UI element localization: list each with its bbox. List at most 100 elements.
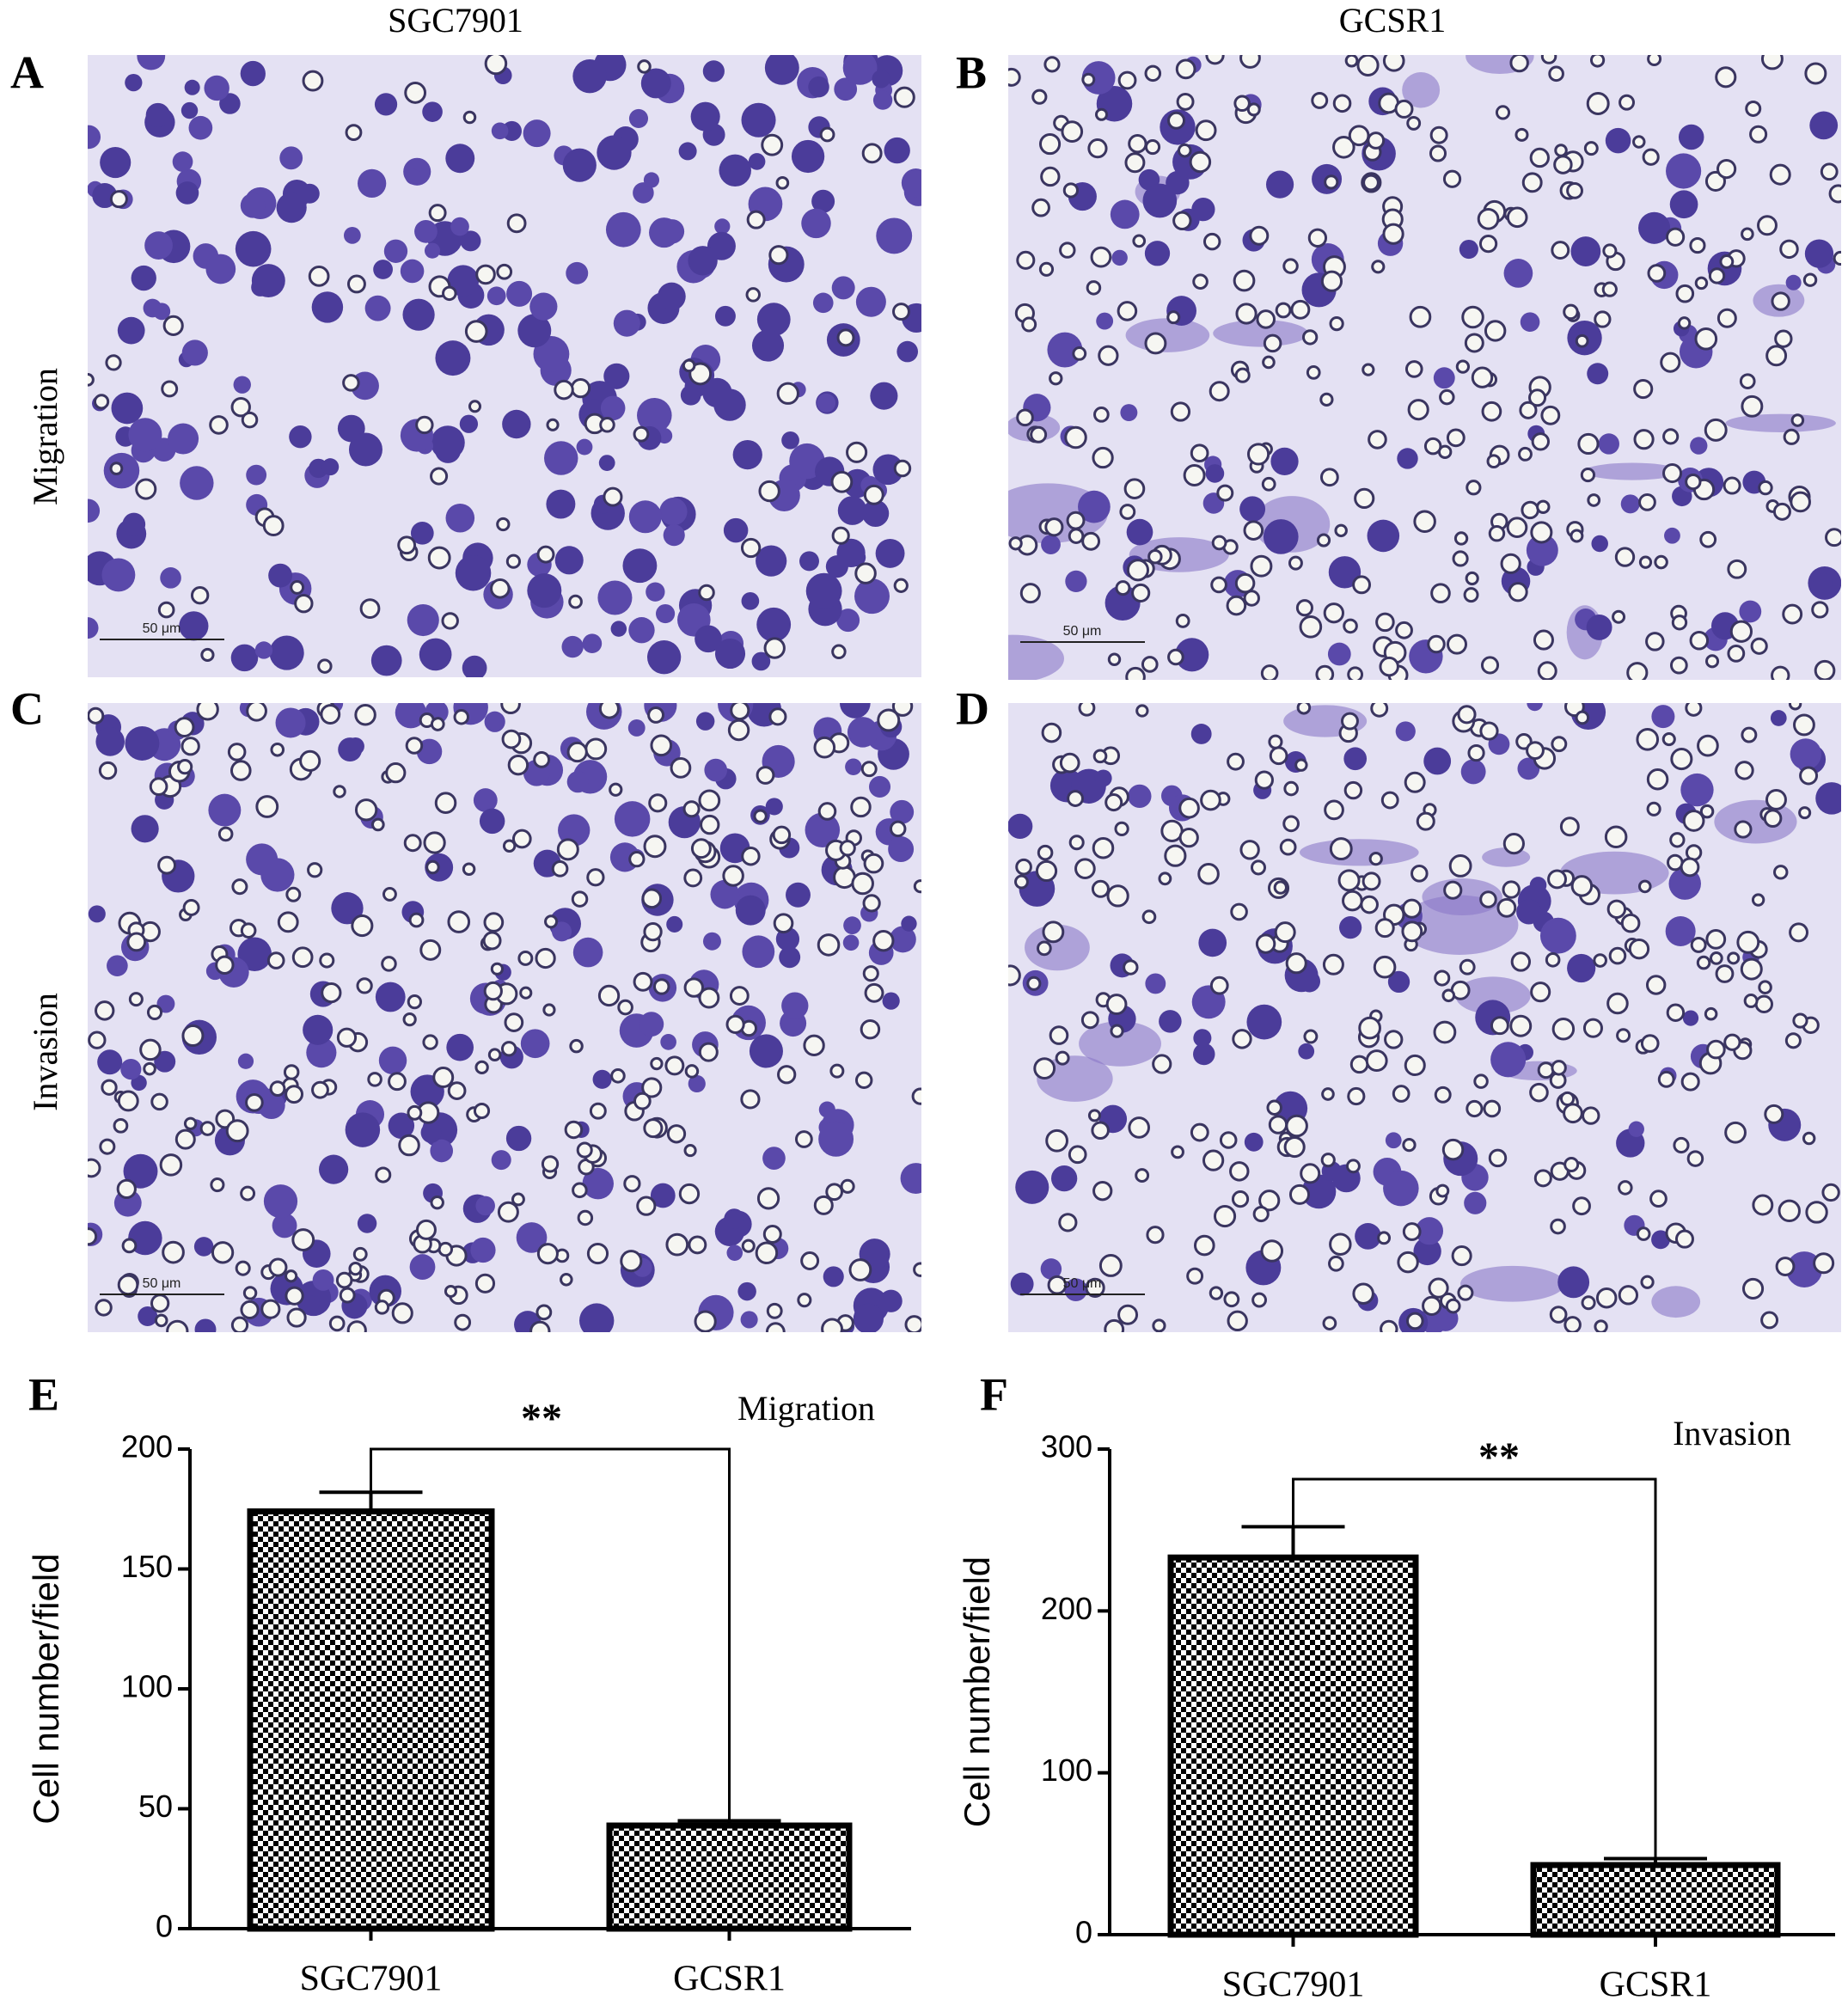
pore bbox=[1251, 1292, 1268, 1308]
pore bbox=[830, 470, 854, 493]
cell-stained bbox=[598, 455, 615, 471]
cell-spread bbox=[1651, 1286, 1701, 1318]
cell-stained bbox=[889, 926, 916, 953]
pore bbox=[1043, 56, 1061, 73]
cell-stained bbox=[1638, 211, 1671, 244]
pore bbox=[1239, 840, 1260, 860]
pore bbox=[821, 1318, 843, 1332]
cell-stained bbox=[561, 635, 584, 658]
pore bbox=[1563, 303, 1579, 321]
pore bbox=[1175, 58, 1196, 80]
pore bbox=[1583, 141, 1599, 156]
cell-stained bbox=[375, 982, 406, 1012]
cell-stained bbox=[1120, 404, 1138, 422]
cell-stained bbox=[1804, 239, 1834, 268]
pore bbox=[1620, 913, 1641, 933]
pore bbox=[628, 851, 646, 868]
pore bbox=[586, 1242, 609, 1265]
cell-stained bbox=[107, 955, 128, 977]
pore bbox=[425, 859, 440, 875]
cell-stained bbox=[383, 239, 408, 263]
pore bbox=[1739, 373, 1756, 390]
pore bbox=[1500, 553, 1521, 574]
scale-bar-label: 50 μm bbox=[1063, 1276, 1102, 1291]
pore bbox=[1779, 239, 1799, 260]
pore bbox=[854, 562, 877, 584]
cell-stained bbox=[901, 915, 917, 932]
pore bbox=[1234, 572, 1256, 594]
pore bbox=[255, 795, 279, 818]
micrograph bbox=[1008, 55, 1841, 680]
cell-stained bbox=[1298, 1043, 1315, 1060]
pore bbox=[1727, 559, 1747, 579]
pore bbox=[1551, 1060, 1567, 1076]
pore bbox=[1110, 1024, 1124, 1038]
pore bbox=[1016, 250, 1036, 270]
pore bbox=[1434, 1086, 1452, 1104]
pore bbox=[1727, 951, 1741, 965]
pore bbox=[850, 796, 872, 818]
pore bbox=[763, 637, 786, 659]
pore bbox=[1697, 734, 1719, 757]
cell-stained bbox=[505, 1125, 532, 1152]
cell-stained bbox=[128, 418, 162, 452]
pore bbox=[1536, 499, 1551, 514]
pore bbox=[464, 320, 488, 343]
cell-stained bbox=[88, 617, 99, 639]
cell-stained bbox=[719, 154, 751, 187]
pore bbox=[1233, 95, 1251, 113]
pore bbox=[1434, 969, 1451, 987]
cell-stained bbox=[695, 712, 715, 731]
cell-stained bbox=[1239, 496, 1266, 523]
pore bbox=[1811, 601, 1829, 619]
pore bbox=[277, 911, 299, 933]
pore bbox=[1059, 752, 1080, 774]
pore bbox=[161, 380, 179, 398]
pore bbox=[1669, 656, 1688, 675]
pore bbox=[746, 210, 766, 229]
pore bbox=[359, 598, 381, 619]
pore bbox=[670, 757, 692, 779]
cell-stained bbox=[762, 1147, 786, 1170]
cell-stained bbox=[714, 305, 736, 327]
pore bbox=[1285, 1114, 1308, 1138]
micrograph-background bbox=[88, 55, 921, 677]
cell-stained bbox=[627, 719, 646, 737]
cell-stained bbox=[726, 1245, 743, 1261]
cell-stained bbox=[801, 208, 831, 239]
pore bbox=[1016, 408, 1034, 427]
significance-bracket bbox=[1292, 1477, 1657, 1859]
pore bbox=[1362, 872, 1381, 891]
cell-stained bbox=[751, 651, 771, 671]
pore bbox=[1581, 1295, 1596, 1311]
pore bbox=[1734, 820, 1753, 839]
pore bbox=[1117, 70, 1137, 90]
pore bbox=[1551, 736, 1568, 753]
cell-stained bbox=[1327, 642, 1351, 666]
pore bbox=[1234, 367, 1251, 383]
pore bbox=[1322, 953, 1344, 975]
pore bbox=[1031, 89, 1048, 105]
pore bbox=[698, 789, 721, 812]
pore bbox=[1038, 261, 1055, 277]
pore bbox=[1344, 55, 1359, 68]
pore bbox=[775, 176, 790, 190]
cell-stained bbox=[1328, 556, 1362, 589]
pore bbox=[174, 1128, 196, 1150]
pore bbox=[1086, 280, 1102, 296]
scale-bar-label: 50 μm bbox=[143, 1276, 181, 1291]
cell-stained bbox=[484, 711, 505, 732]
pore bbox=[235, 1260, 251, 1276]
pore bbox=[1332, 94, 1352, 113]
pore bbox=[1080, 1011, 1099, 1030]
pore bbox=[196, 703, 219, 721]
pore bbox=[1329, 1232, 1352, 1256]
pore bbox=[1682, 810, 1705, 832]
pore bbox=[496, 517, 511, 532]
pore bbox=[1343, 618, 1358, 634]
cell-stained bbox=[1193, 1029, 1212, 1048]
pore bbox=[1459, 958, 1476, 975]
cell-stained bbox=[751, 329, 785, 362]
pore bbox=[819, 126, 835, 143]
pore bbox=[1008, 67, 1021, 87]
